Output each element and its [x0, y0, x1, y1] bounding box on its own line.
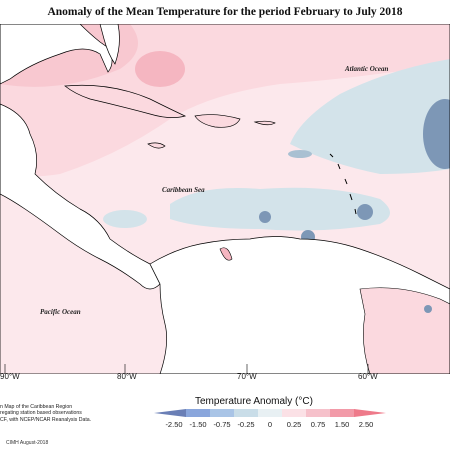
cool-anomaly-caribbean — [170, 187, 390, 231]
legend-tick-label: -0.25 — [237, 420, 254, 429]
legend-tick-label: 0 — [268, 420, 272, 429]
legend-tick-label: 0.25 — [287, 420, 302, 429]
legend-tick-label: -1.50 — [189, 420, 206, 429]
cool-spot-guiana — [424, 305, 432, 313]
legend-tick-label: 0.75 — [311, 420, 326, 429]
cool-anomaly-core — [423, 99, 450, 169]
legend-tick-label: -2.50 — [165, 420, 182, 429]
land-jamaica — [147, 142, 166, 149]
legend-swatch — [330, 409, 355, 417]
lesser-antilles — [329, 153, 357, 215]
legend-tick-label: 2.50 — [359, 420, 374, 429]
caribbean-sea-label: Caribbean Sea — [162, 186, 205, 194]
credit-line-3: CF, with NCEP/NCAR Reanalysis Data. — [0, 416, 92, 423]
cool-anomaly-west — [103, 210, 147, 228]
land-north-america — [0, 24, 113, 85]
map-credit: n Map of the Caribbean Region regating s… — [0, 404, 110, 423]
legend-swatch — [306, 409, 331, 417]
legend-tick-label: -0.75 — [213, 420, 230, 429]
legend-title: Temperature Anomaly (°C) — [195, 396, 313, 407]
cool-anomaly-spot — [288, 150, 312, 158]
pacific-ocean-label: Pacific Ocean — [40, 308, 81, 316]
map-title: Anomaly of the Mean Temperature for the … — [47, 6, 403, 18]
anomaly-map: Atlantic Ocean Caribbean Sea Pacific Oce… — [0, 24, 450, 374]
longitude-label-80w: 80°W — [117, 372, 137, 381]
longitude-label-70w: 70°W — [237, 372, 257, 381]
footer-credit: CIMH August-2018 — [6, 440, 49, 446]
land-florida — [99, 24, 120, 65]
credit-line-2: regating station based observations — [0, 410, 82, 417]
land-puerto-rico — [253, 120, 276, 126]
map-canvas: Atlantic Ocean Caribbean Sea Pacific Oce… — [0, 24, 450, 374]
atlantic-ocean-label: Atlantic Ocean — [344, 65, 388, 73]
longitude-label-90w: 90°W — [0, 372, 20, 381]
legend-colorbar: -2.50 -1.50 -0.75 -0.25 0 0.25 0.75 1.50 2.50 — [154, 409, 386, 429]
land-hispaniola — [194, 114, 241, 128]
legend-swatch — [354, 409, 386, 417]
legend-swatch — [210, 409, 235, 417]
longitude-label-60w: 60°W — [358, 372, 378, 381]
legend-swatch — [154, 409, 186, 417]
credit-line-1: n Map of the Caribbean Region — [0, 404, 73, 410]
land-cuba — [64, 84, 187, 118]
cool-spot-1 — [259, 211, 271, 223]
land-maracaibo — [219, 247, 233, 261]
legend-swatch — [234, 409, 259, 417]
legend-tick-label: 1.50 — [335, 420, 350, 429]
land-guianas — [359, 287, 450, 374]
legend-swatch — [282, 409, 307, 417]
cool-anomaly-atlantic — [290, 59, 450, 174]
legend-swatch — [258, 409, 283, 417]
cool-spot-2 — [357, 204, 373, 220]
warm-anomaly-bahamas — [135, 51, 185, 87]
legend-swatch — [186, 409, 211, 417]
